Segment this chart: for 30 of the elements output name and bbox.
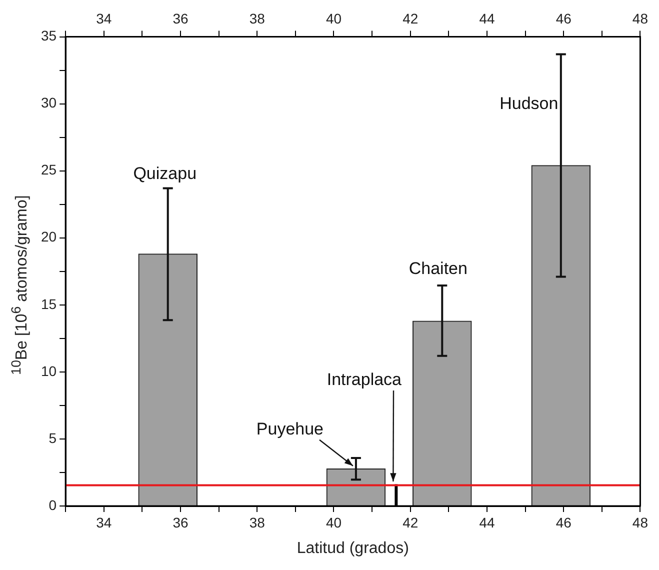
x2-tick-label: 36: [172, 10, 188, 26]
x-tick-label: 42: [402, 514, 418, 530]
x-tick-label: 40: [326, 514, 342, 530]
y-tick-label: 0: [48, 496, 57, 513]
x-tick-label: 36: [172, 514, 188, 530]
x2-tick-label: 42: [402, 10, 418, 26]
y-tick-label: 30: [40, 94, 57, 111]
x-axis-title: Latitud (grados): [296, 540, 409, 557]
x2-tick-label: 44: [479, 10, 495, 26]
y-tick-label: 10: [40, 362, 57, 379]
x-tick-label: 38: [249, 514, 266, 530]
x2-tick-label: 38: [249, 10, 266, 26]
x2-tick-label: 40: [326, 10, 342, 26]
x2-tick-label: 48: [632, 10, 648, 26]
y-tick-label: 35: [40, 28, 57, 44]
y-tick-label: 20: [40, 228, 57, 245]
annotation: Chaiten: [408, 259, 468, 278]
x-tick-label: 34: [96, 514, 112, 530]
annotation: Puyehue: [256, 420, 324, 439]
annotation: Intraplaca: [326, 370, 402, 390]
y-tick-label: 15: [40, 296, 57, 312]
annotation: Hudson: [500, 94, 558, 113]
x-tick-label: 48: [632, 514, 648, 530]
x-tick-label: 44: [479, 514, 495, 530]
annotation: Quizapu: [133, 164, 197, 183]
x2-tick-label: 34: [96, 10, 112, 26]
x2-tick-label: 46: [556, 10, 572, 26]
y-tick-label: 25: [40, 162, 57, 178]
y-tick-label: 5: [48, 430, 57, 446]
x-tick-label: 46: [556, 514, 572, 530]
